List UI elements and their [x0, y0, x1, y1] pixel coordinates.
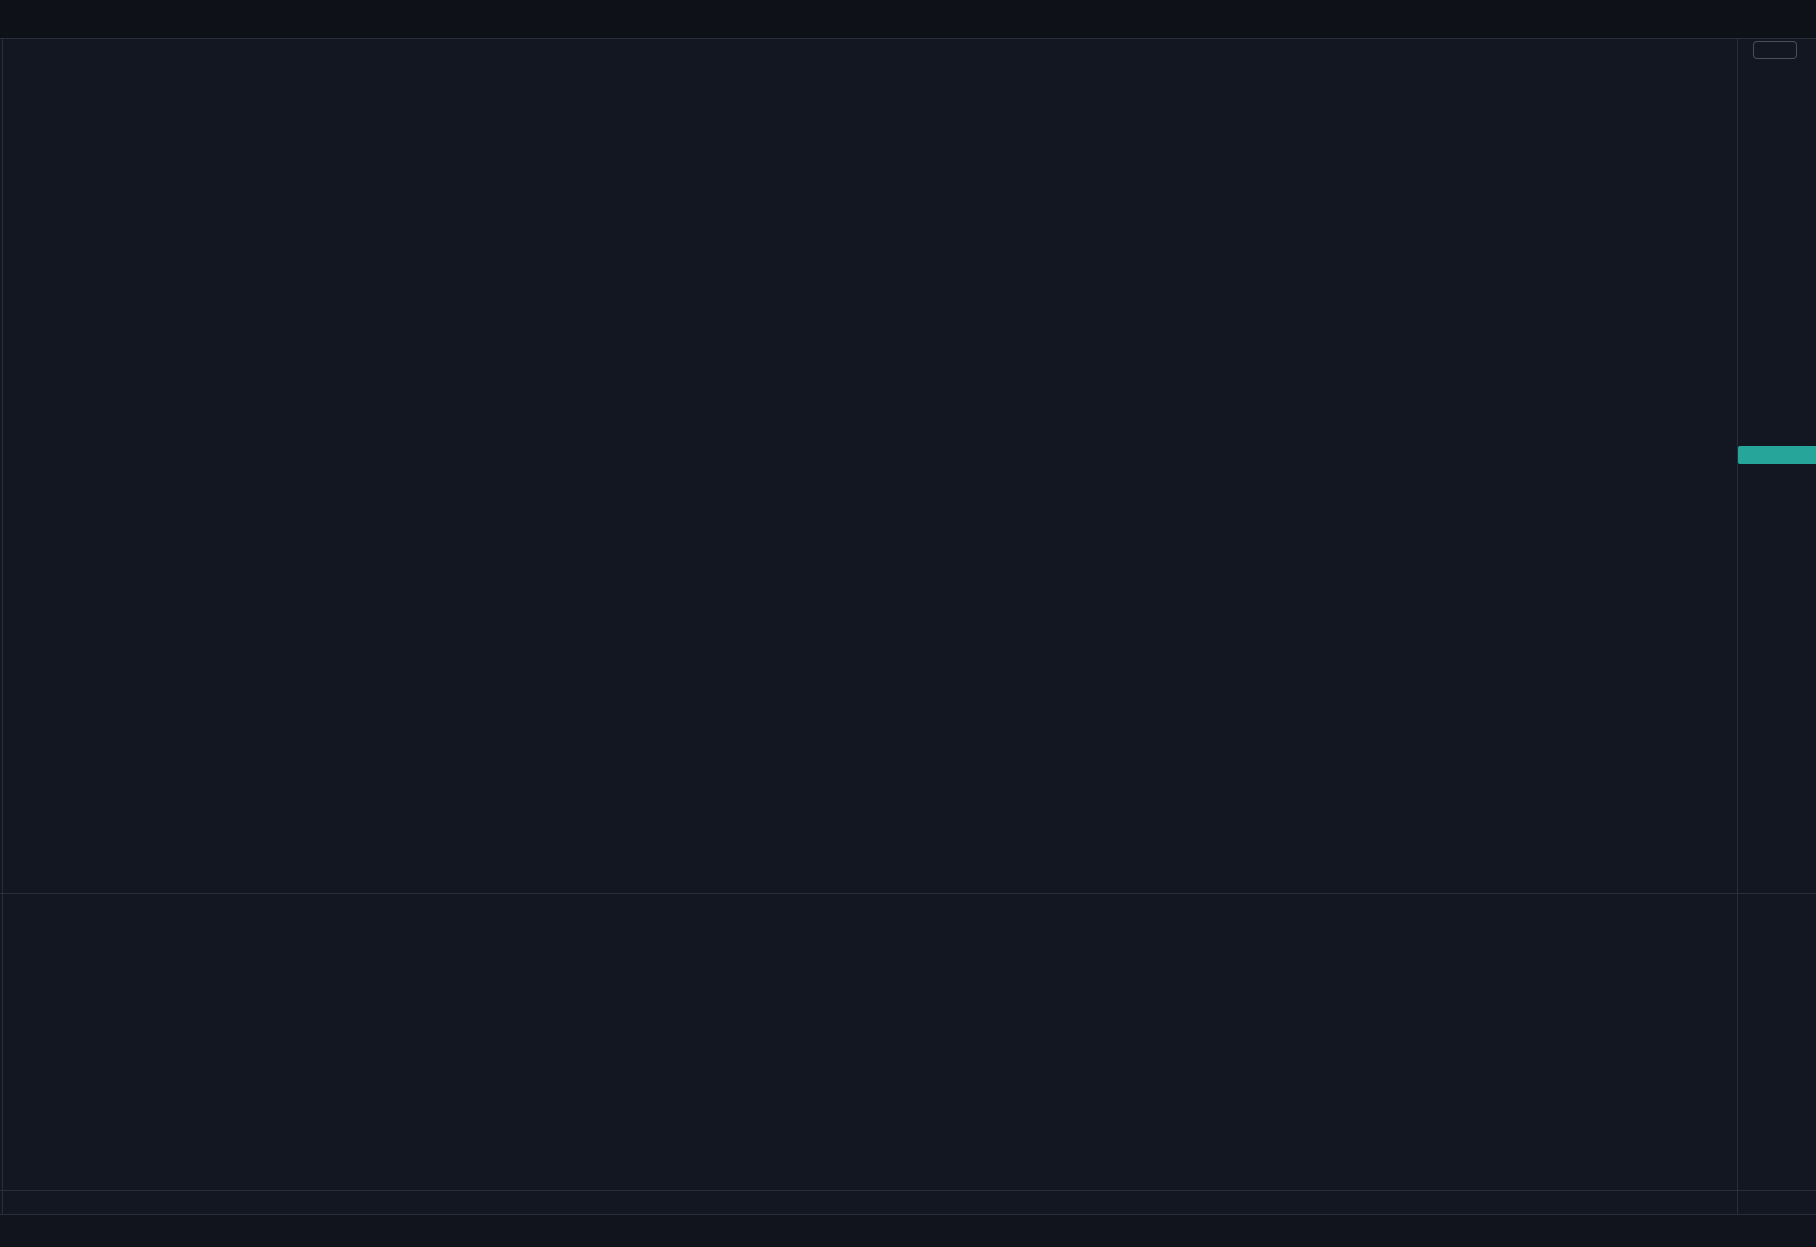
footer — [0, 1215, 1816, 1247]
last-price-tag — [1738, 446, 1816, 464]
pane-separator[interactable] — [0, 893, 1816, 894]
chart-top-border — [0, 38, 1816, 39]
time-axis-border — [0, 1190, 1816, 1191]
header — [0, 0, 1816, 38]
footer-border — [0, 1214, 1816, 1215]
currency-badge — [1753, 41, 1797, 59]
price-axis-border — [1737, 38, 1738, 1215]
chart-left-border — [2, 38, 3, 1215]
